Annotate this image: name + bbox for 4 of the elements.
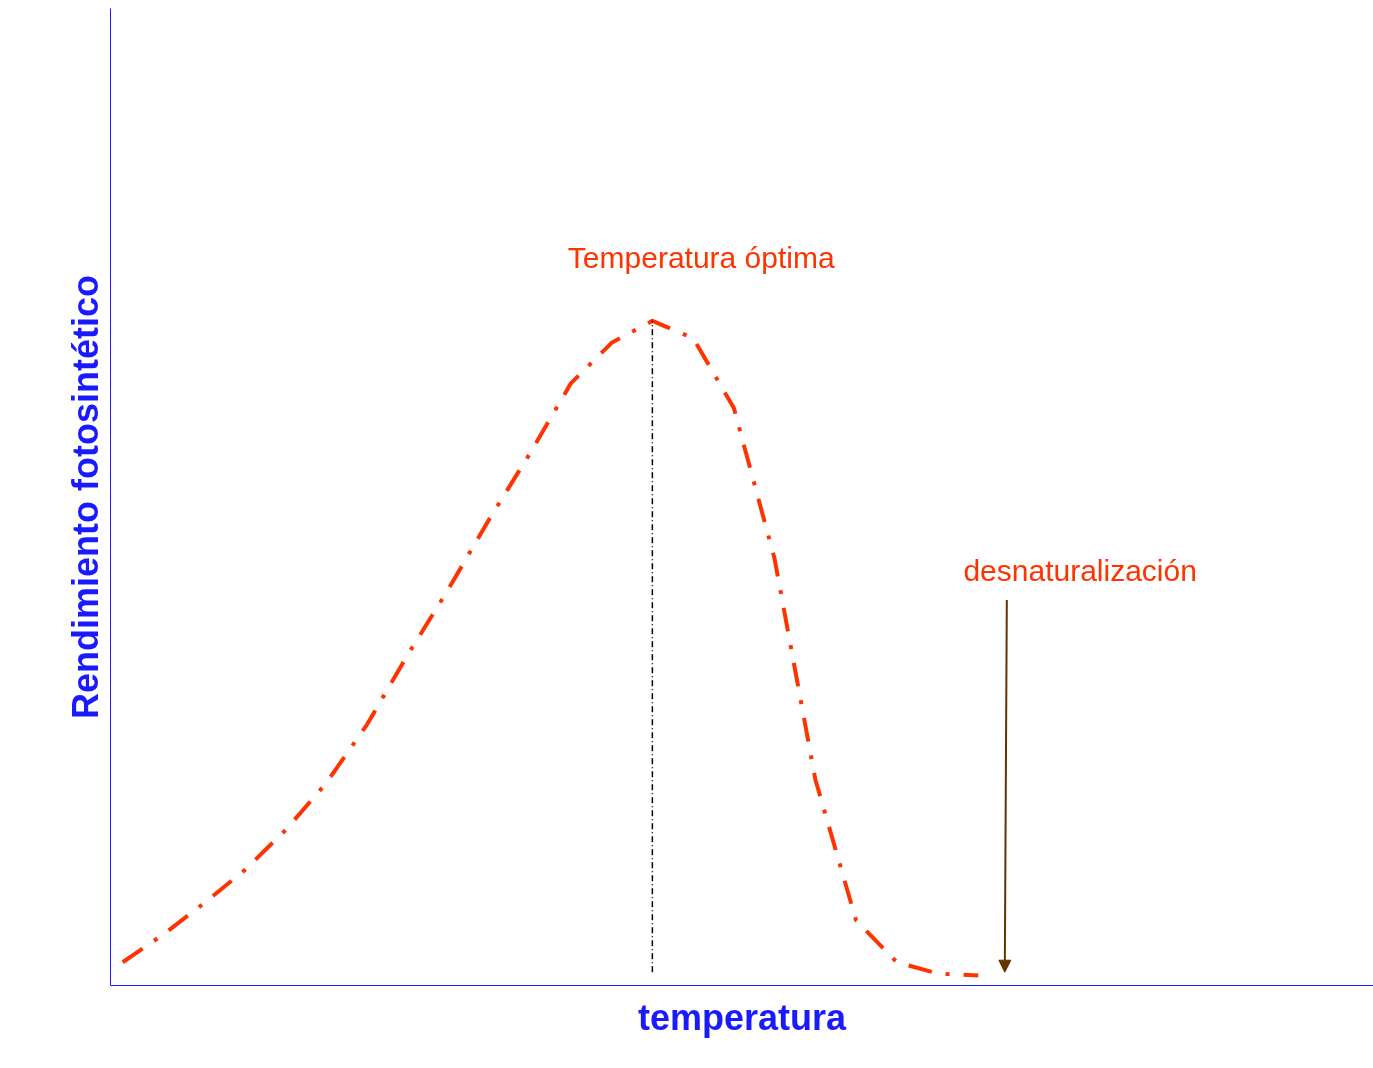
x-axis-title: temperatura [637,996,848,1038]
annotation: desnaturalización [963,553,1197,587]
y-axis-title: Rendimiento fotosintético [64,274,106,719]
text: Temperatura óptima [567,241,835,275]
